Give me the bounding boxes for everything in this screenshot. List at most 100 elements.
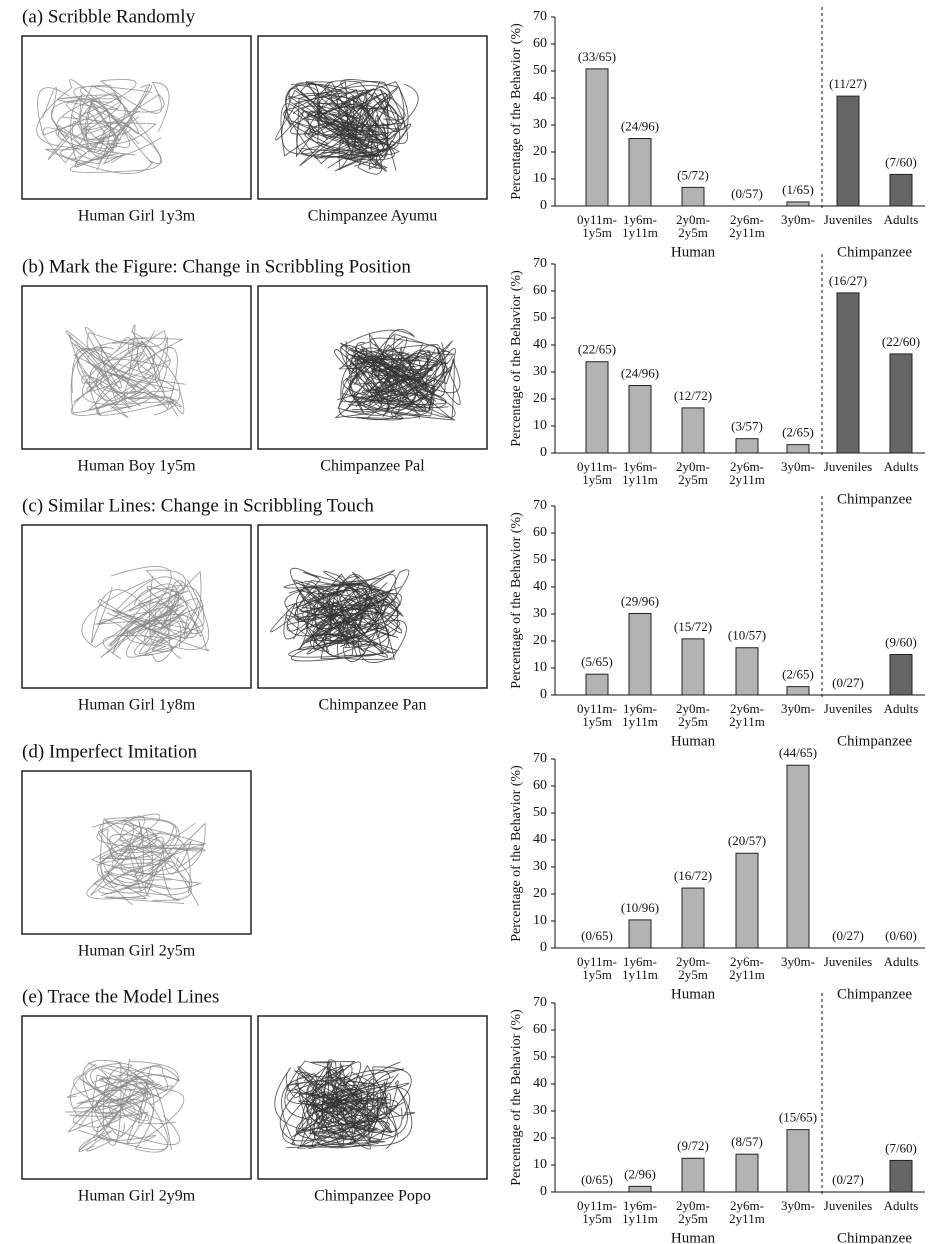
y-tick-label: 30	[533, 117, 547, 132]
bar	[682, 408, 704, 453]
y-tick-label: 60	[533, 1022, 547, 1037]
y-tick-label: 0	[540, 1184, 547, 1199]
y-tick-label: 50	[533, 310, 547, 325]
group-label: Chimpanzee	[837, 986, 912, 1002]
group-label: Chimpanzee	[837, 1230, 912, 1244]
group-label: Chimpanzee	[837, 244, 912, 260]
bar	[736, 439, 758, 453]
panel-title: (a) Scribble Randomly	[22, 6, 196, 27]
value-label: (24/96)	[621, 365, 659, 380]
bar	[682, 888, 704, 948]
panel-caption: Chimpanzee Ayumu	[308, 208, 438, 225]
value-label: (16/27)	[829, 273, 867, 288]
bar	[629, 386, 651, 454]
value-label: (20/57)	[728, 833, 766, 848]
y-tick-label: 20	[533, 633, 547, 648]
value-label: (7/60)	[885, 1140, 917, 1155]
value-label: (5/65)	[581, 654, 613, 669]
value-label: (0/60)	[885, 928, 917, 943]
value-label: (15/65)	[779, 1110, 817, 1125]
x-tick-label: Adults	[861, 213, 935, 226]
x-tick-label: Adults	[861, 955, 935, 968]
y-tick-label: 30	[533, 1103, 547, 1118]
value-label: (5/72)	[677, 167, 709, 182]
value-label: (12/72)	[674, 388, 712, 403]
value-label: (7/60)	[885, 154, 917, 169]
figure: (a) Scribble Randomly Human Girl 1y3m Chim…	[0, 0, 935, 1244]
group-label: Human	[671, 1230, 716, 1244]
value-label: (44/65)	[779, 745, 817, 760]
group-label: Human	[671, 244, 716, 260]
y-tick-label: 0	[540, 940, 547, 955]
value-label: (2/96)	[624, 1166, 656, 1181]
value-label: (0/65)	[581, 1172, 613, 1187]
y-tick-label: 60	[533, 525, 547, 540]
bar	[736, 1154, 758, 1192]
value-label: (1/65)	[782, 182, 814, 197]
y-tick-label: 10	[533, 171, 547, 186]
bar	[787, 445, 809, 453]
value-label: (15/72)	[674, 619, 712, 634]
bar	[629, 139, 651, 207]
bar	[736, 853, 758, 948]
value-label: (0/57)	[731, 186, 763, 201]
value-label: (9/72)	[677, 1138, 709, 1153]
bar	[629, 1186, 651, 1192]
y-tick-label: 0	[540, 198, 547, 213]
bar	[787, 687, 809, 695]
y-axis-label: Percentage of the Behavior (%)	[509, 270, 524, 447]
y-tick-label: 50	[533, 552, 547, 567]
panel-caption: Human Girl 1y3m	[78, 208, 196, 225]
panel-title: (e) Trace the Model Lines	[22, 986, 219, 1007]
value-label: (0/27)	[832, 675, 864, 690]
panel-caption: Human Girl 2y5m	[78, 943, 196, 960]
y-tick-label: 40	[533, 579, 547, 594]
panel-caption: Human Girl 2y9m	[78, 1188, 196, 1205]
y-tick-label: 40	[533, 832, 547, 847]
value-label: (29/96)	[621, 593, 659, 608]
bar	[787, 202, 809, 206]
drawing-frame	[22, 36, 251, 199]
y-tick-label: 50	[533, 63, 547, 78]
bar	[586, 674, 608, 695]
bar	[787, 1130, 809, 1192]
y-tick-label: 30	[533, 364, 547, 379]
y-tick-label: 70	[533, 498, 547, 513]
group-label: Human	[671, 733, 716, 749]
value-label: (16/72)	[674, 868, 712, 883]
group-label: Chimpanzee	[837, 733, 912, 749]
bar	[586, 69, 608, 206]
y-tick-label: 20	[533, 1130, 547, 1145]
value-label: (22/60)	[882, 334, 920, 349]
value-label: (33/65)	[578, 49, 616, 64]
chart: (a) Scribble Randomly Human Girl 1y3m Chim…	[0, 0, 935, 1244]
y-tick-label: 40	[533, 1076, 547, 1091]
y-tick-label: 60	[533, 283, 547, 298]
y-tick-label: 10	[533, 913, 547, 928]
y-tick-label: 60	[533, 778, 547, 793]
bar	[682, 639, 704, 695]
bar	[586, 362, 608, 453]
panel-title: (d) Imperfect Imitation	[22, 741, 198, 762]
y-tick-label: 40	[533, 90, 547, 105]
y-axis-label: Percentage of the Behavior (%)	[509, 1009, 524, 1186]
panel-title: (b) Mark the Figure: Change in Scribblin…	[22, 256, 411, 277]
bar	[890, 655, 912, 696]
value-label: (0/27)	[832, 928, 864, 943]
bar	[837, 293, 859, 453]
y-tick-label: 20	[533, 886, 547, 901]
bar	[787, 765, 809, 948]
y-tick-label: 30	[533, 606, 547, 621]
panel-caption: Human Boy 1y5m	[77, 458, 196, 475]
y-tick-label: 70	[533, 995, 547, 1010]
drawing-frame	[22, 286, 251, 449]
value-label: (0/27)	[832, 1172, 864, 1187]
y-tick-label: 70	[533, 9, 547, 24]
y-tick-label: 40	[533, 337, 547, 352]
value-label: (10/96)	[621, 900, 659, 915]
bar	[682, 1158, 704, 1192]
panel-caption: Chimpanzee Popo	[314, 1188, 431, 1205]
y-tick-label: 70	[533, 256, 547, 271]
value-label: (11/27)	[829, 76, 867, 91]
y-tick-label: 50	[533, 1049, 547, 1064]
